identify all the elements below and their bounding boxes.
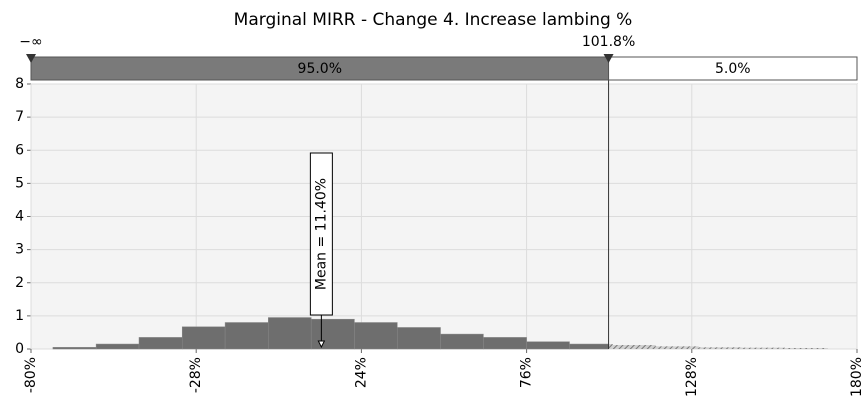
delimiter-label: 101.8% (582, 34, 635, 50)
y-tick-label: 7 (15, 109, 24, 125)
bar (310, 318, 355, 350)
y-tick-label: 0 (15, 341, 24, 357)
bar (526, 341, 570, 350)
chart-title: Marginal MIRR - Change 4. Increase lambi… (234, 10, 633, 30)
x-tick-label: 180% (849, 357, 865, 397)
bar-tail (784, 348, 828, 349)
y-tick-label: 1 (15, 308, 24, 324)
bar (181, 326, 226, 350)
x-tick-label: 128% (684, 357, 700, 397)
y-tick-label: 8 (15, 76, 24, 92)
y-tick-label: 3 (15, 242, 24, 258)
bar-tail (698, 347, 742, 349)
x-tick-label: -28% (188, 357, 204, 393)
delimiter-marker (603, 54, 614, 63)
bar (440, 333, 484, 350)
x-tick-label: -80% (23, 357, 39, 393)
region-right (608, 56, 858, 81)
delimiter-label: −∞ (19, 34, 42, 50)
region-label: 5.0% (715, 61, 751, 77)
bar-tail (741, 347, 785, 349)
mean-box (309, 152, 333, 316)
bar (224, 322, 269, 350)
bar (268, 317, 312, 350)
x-tick-label: 24% (353, 357, 369, 388)
bar (354, 322, 398, 350)
mean-label: Mean = 11.40% (313, 178, 329, 290)
region-label: 95.0% (298, 61, 342, 77)
y-tick-label: 5 (15, 175, 24, 191)
bar-tail (608, 344, 613, 349)
bar (483, 337, 527, 350)
y-tick-label: 6 (15, 142, 24, 158)
bar-tail (655, 346, 699, 349)
y-tick-label: 2 (15, 275, 24, 291)
bar (397, 327, 441, 350)
x-tick-label: 76% (519, 357, 535, 388)
bar (52, 347, 97, 350)
y-tick-label: 4 (15, 209, 24, 225)
bar-tail (612, 345, 656, 349)
bar (138, 337, 183, 350)
bar (95, 343, 140, 350)
delimiter-marker (26, 54, 36, 63)
mean-arrow (317, 340, 326, 349)
bar (569, 343, 609, 350)
